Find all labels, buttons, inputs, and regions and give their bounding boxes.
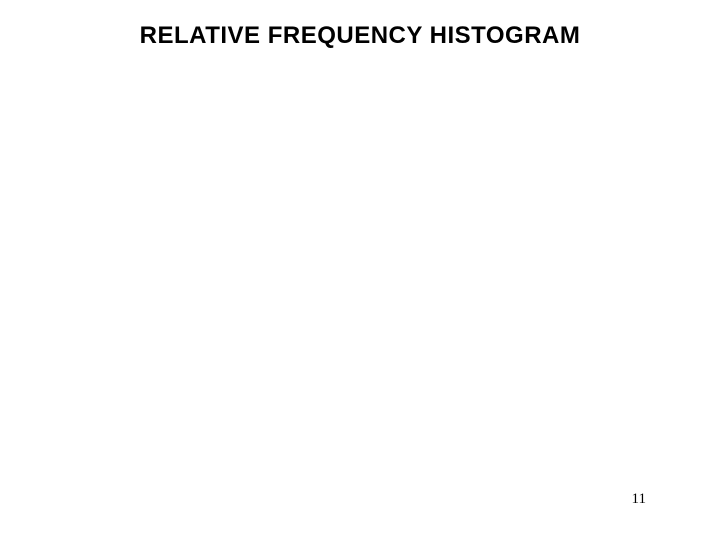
- slide-title: RELATIVE FREQUENCY HISTOGRAM: [0, 22, 720, 50]
- page-number: 11: [632, 491, 646, 508]
